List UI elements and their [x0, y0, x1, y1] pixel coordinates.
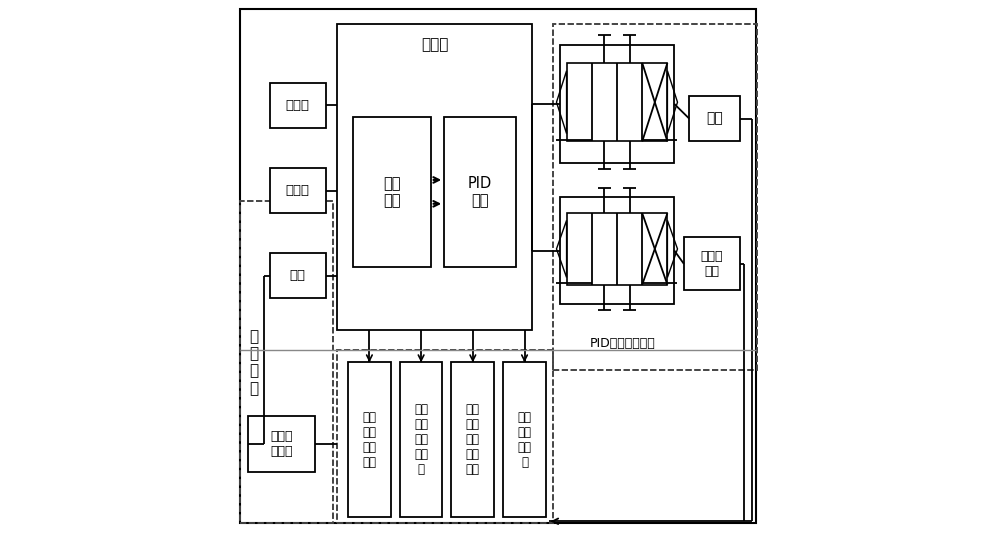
Bar	[567, 63, 667, 141]
Text: 上位机: 上位机	[286, 99, 310, 112]
Bar	[270, 168, 326, 213]
Text: 控制器: 控制器	[421, 37, 448, 52]
Text: 后连
杆加
速度
传感
器: 后连 杆加 速度 传感 器	[414, 403, 428, 476]
Bar	[337, 350, 553, 523]
Text: 平衡
千斤
顶位
移传
感器: 平衡 千斤 顶位 移传 感器	[466, 403, 480, 476]
Text: 平衡千
斤顶: 平衡千 斤顶	[701, 250, 723, 278]
Bar	[270, 83, 326, 128]
Text: 通
信
模
块: 通 信 模 块	[249, 329, 258, 396]
Bar	[248, 416, 315, 472]
Text: 数据
处理: 数据 处理	[383, 176, 401, 208]
Bar	[503, 362, 546, 517]
Bar	[348, 362, 391, 517]
Bar	[689, 96, 740, 141]
Bar	[560, 197, 674, 304]
Text: 数据采
集装置: 数据采 集装置	[270, 430, 293, 458]
Text: PID控制输出模块: PID控制输出模块	[590, 337, 655, 350]
Bar	[553, 24, 757, 370]
Bar	[240, 201, 333, 523]
Text: 底座
加速
度传
感器: 底座 加速 度传 感器	[362, 411, 376, 469]
Bar	[353, 117, 431, 266]
Bar	[567, 213, 667, 285]
Bar	[451, 362, 494, 517]
Bar	[337, 24, 532, 330]
Bar	[560, 45, 674, 163]
Text: 立柱
位移
传感
器: 立柱 位移 传感 器	[518, 411, 532, 469]
Bar	[553, 24, 757, 370]
Text: 键盘: 键盘	[290, 269, 306, 282]
Bar	[444, 117, 516, 266]
Text: 立柱: 立柱	[706, 111, 723, 126]
Text: 显示器: 显示器	[286, 184, 310, 197]
Bar	[270, 253, 326, 298]
Bar	[684, 237, 740, 290]
Bar	[400, 362, 442, 517]
Bar	[240, 201, 333, 523]
Text: PID
控制: PID 控制	[468, 176, 492, 208]
Bar	[337, 350, 553, 523]
